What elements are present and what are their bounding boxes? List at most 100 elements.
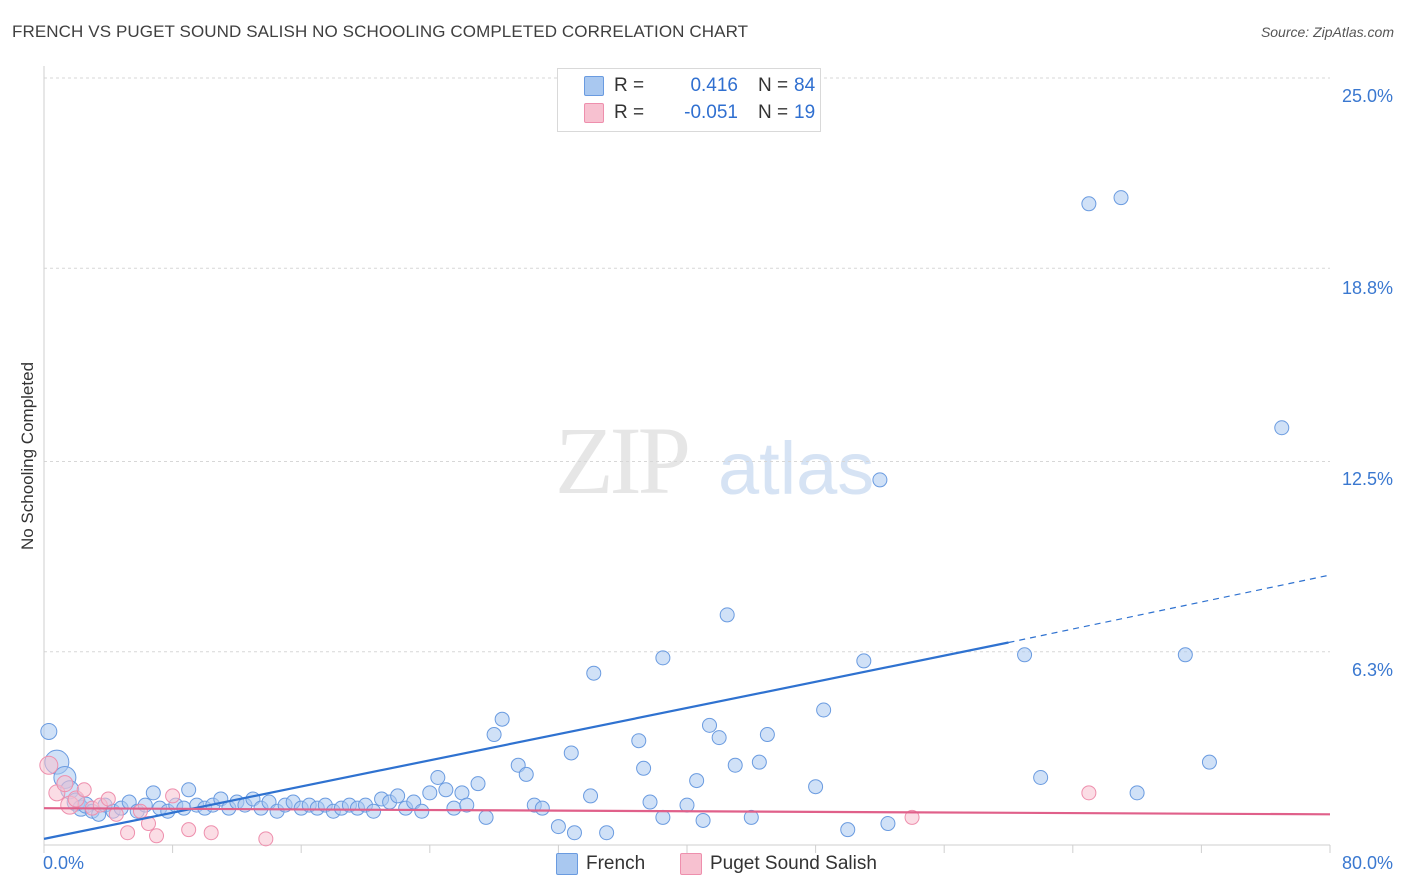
salish-trend-line [43,807,1331,816]
french-point [689,773,705,789]
salish-point [181,822,197,838]
french-point [655,809,671,825]
french-point [695,812,711,828]
french-point [636,760,652,776]
french-point [438,782,454,798]
salish-point [1081,785,1097,801]
french-point [743,809,759,825]
french-point [583,788,599,804]
french-point [872,472,888,488]
chart-title: FRENCH VS PUGET SOUND SALISH NO SCHOOLIN… [12,22,749,41]
salish-point [56,775,74,793]
french-point [816,702,832,718]
french-point [1129,785,1145,801]
n-value: 19 [794,102,816,123]
french-point [711,730,727,746]
french-point [563,745,579,761]
french-point [145,785,161,801]
y-tick-label: 6.3% [1351,660,1393,680]
french-point [702,717,718,733]
r-value: -0.051 [684,102,738,123]
french-point [856,653,872,669]
n-label: N = [758,75,789,96]
watermark-atlas: atlas [718,427,875,510]
axes [43,66,1331,853]
french-point [422,785,438,801]
french-point [566,825,582,841]
salish-point [100,791,116,807]
french-point [727,757,743,773]
trend-lines [43,574,1331,840]
salish-point [258,831,274,847]
french-point [751,754,767,770]
salish-point [203,825,219,841]
salish-points [39,755,1097,847]
french-swatch [584,76,604,96]
french-point [642,794,658,810]
french-point [40,722,58,740]
y-tick-label: 18.8% [1341,278,1393,298]
french-point [599,825,615,841]
y-tick-label: 25.0% [1341,86,1393,106]
french-point [1081,196,1097,212]
french-point [586,665,602,681]
x-tick-label-min: 0.0% [43,853,85,873]
salish-point [165,788,181,804]
french-point [486,727,502,743]
french-legend-label: French [586,853,646,874]
french-point [446,800,462,816]
french-point [759,727,775,743]
french-point [534,800,550,816]
salish-point [76,782,92,798]
french-point [719,607,735,623]
french-points [40,190,1290,841]
salish-point [132,803,148,819]
salish-point [108,806,124,822]
grid-lines [44,77,1330,653]
french-point [1113,190,1129,206]
x-tick-label-max: 80.0% [1341,853,1393,873]
french-point [430,770,446,786]
french-point [181,782,197,798]
french-point [1177,647,1193,663]
french-trend-line [43,641,1009,840]
french-point [679,797,695,813]
salish-point [149,828,165,844]
french-point [478,809,494,825]
french-swatch [556,853,578,875]
french-point [808,779,824,795]
n-label: N = [758,102,789,123]
r-label: R = [614,102,645,123]
french-point [840,822,856,838]
french-point [1017,647,1033,663]
french-point [1033,770,1049,786]
french-point [1274,420,1290,436]
correlation-legend: R = 0.416 N = 84 R = -0.051 N = 19 [557,68,821,132]
y-axis-label: No Schooling Completed [18,361,37,551]
french-point [880,816,896,832]
watermark-zip: ZIP [555,407,691,514]
salish-swatch [584,103,604,123]
french-point [1201,754,1217,770]
french-point [494,711,510,727]
french-point [390,788,406,804]
y-tick-label: 12.5% [1341,469,1393,489]
french-point [470,776,486,792]
french-point [518,766,534,782]
french-point [655,650,671,666]
french-point [366,803,382,819]
salish-point [39,755,59,775]
french-trend-extension [1008,574,1331,644]
salish-swatch [680,853,702,875]
r-label: R = [614,75,645,96]
n-value: 84 [794,75,816,96]
french-point [631,733,647,749]
french-point [414,803,430,819]
french-point [550,819,566,835]
salish-point [904,809,920,825]
salish-point [120,825,136,841]
french-point [459,797,475,813]
r-value: 0.416 [690,75,738,96]
salish-legend-label: Puget Sound Salish [710,853,877,874]
